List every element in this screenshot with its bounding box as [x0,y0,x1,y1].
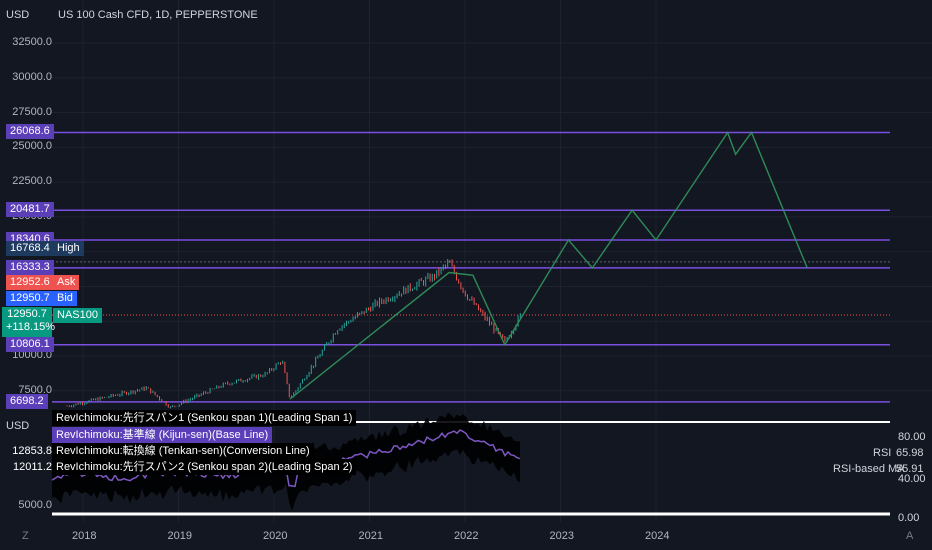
level-label: 10806.1 [6,336,54,352]
level-lines [52,131,890,403]
level-label: 26068.6 [6,124,54,140]
level-label: 6698.2 [6,393,48,409]
rsi-axis-mid: 40.00 [898,473,926,485]
rsi-legend-value: 65.98 [896,447,924,459]
projection-path [289,130,808,400]
last-price-tag: 12950.7 +118.15% [2,307,56,337]
price-axis-label: 25000.0 [12,140,52,153]
pane-currency-label: USD [6,420,30,432]
symbol-tag: NAS100 [53,308,102,323]
pane-axis-label-5000: 5000.0 [18,499,52,511]
rsi-ma-legend-value: 55.91 [896,463,924,475]
legend-leading-span-1[interactable]: RevIchimoku:先行スパン1 (Senkou span 1)(Leadi… [52,410,357,426]
time-axis-label: 2019 [167,530,192,542]
price-axis-label: 7500.0 [18,383,52,396]
bid-value-tag: 12950.7 [6,291,54,306]
price-axis-label: 22500.0 [12,175,52,188]
price-axis-label: 27500.0 [12,105,52,118]
high-value-tag: 16768.4 [6,241,54,256]
rsi-axis-top: 80.00 [898,431,926,443]
high-label-tag: High [53,241,84,256]
price-axis-label: 30000.0 [12,70,52,83]
time-axis-label: 2021 [358,530,383,542]
ask-value-tag: 12952.6 [6,275,54,290]
time-axis-label: 2020 [263,530,288,542]
legend-leading-span-2[interactable]: RevIchimoku:先行スパン2 (Senkou span 2)(Leadi… [52,459,357,475]
last-price-value: 12950.7 [7,308,47,320]
rsi-axis-bottom: 0.00 [898,512,920,524]
leading-span-2-value: 12011.2 [13,461,52,473]
time-axis-label: 2024 [645,530,670,542]
level-label: 20481.7 [6,202,54,218]
instrument-title[interactable]: US 100 Cash CFD, 1D, PEPPERSTONE [58,9,258,21]
price-axis-label: 32500.0 [12,36,52,48]
time-axis-label: 2022 [454,530,479,542]
last-price-change: +118.15% [6,321,56,333]
legend-base-line[interactable]: RevIchimoku:基準線 (Kijun-sen)(Base Line) [52,427,273,443]
price-candles [66,259,521,409]
level-label: 16333.3 [6,259,54,275]
currency-label: USD [6,9,30,21]
zoom-icon[interactable]: Z [22,530,29,542]
rsi-legend-label: RSI [873,447,892,459]
bid-label-tag: Bid [53,291,77,306]
rsi-ma-legend-label: RSI-based MA [833,463,905,475]
price-axis-label: 10000.0 [12,349,52,361]
legend-conversion-line[interactable]: RevIchimoku:転換線 (Tenkan-sen)(Conversion … [52,443,314,459]
conversion-line-value: 12853.8 [12,445,52,457]
projection-line [289,130,808,400]
time-axis-label: 2018 [72,530,97,542]
auto-scale-icon[interactable]: A [906,530,914,542]
grid [52,0,932,522]
ask-label-tag: Ask [53,275,80,290]
time-axis-label: 2023 [549,530,574,542]
